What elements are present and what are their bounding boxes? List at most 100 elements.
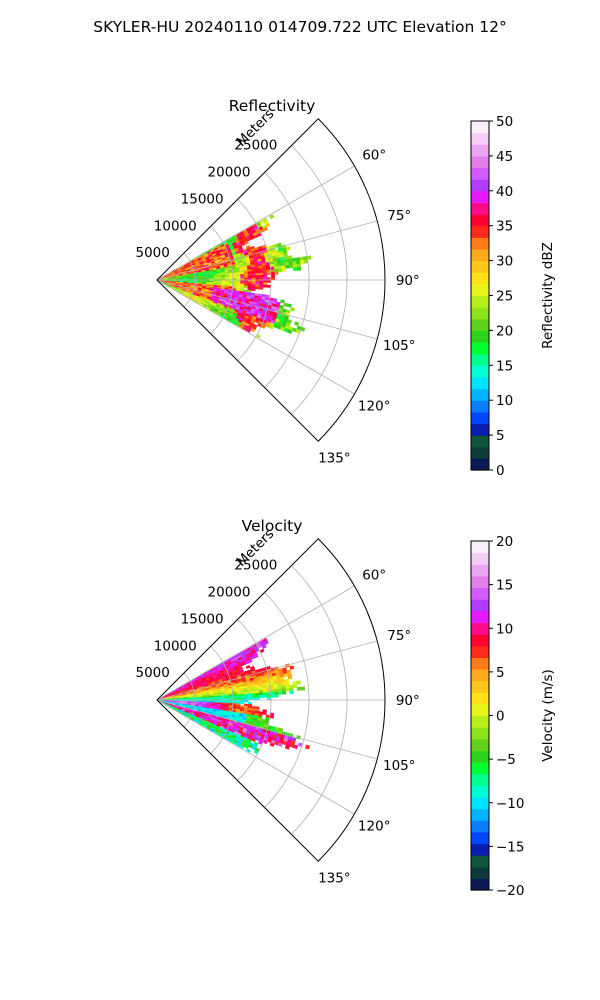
radar-cell <box>289 665 295 670</box>
azimuth-tick-label: 90° <box>396 693 420 709</box>
colorbar-swatch <box>471 843 489 856</box>
radar-cell <box>287 303 292 308</box>
azimuth-tick-label: 60° <box>362 568 386 584</box>
colorbar-label: Reflectivity dBZ <box>540 242 556 349</box>
radar-cell <box>269 214 275 220</box>
colorbar-tick-label: 0 <box>496 709 505 725</box>
radar-cell <box>263 274 268 278</box>
radar-cell <box>262 284 268 288</box>
colorbar-tick-label: 20 <box>496 534 513 550</box>
colorbar-swatch <box>471 121 489 134</box>
colorbar-swatch <box>471 167 489 180</box>
colorbar-swatch <box>471 307 489 320</box>
radar-cell <box>270 271 275 276</box>
colorbar-swatch <box>471 668 489 682</box>
colorbar-swatch <box>471 388 489 401</box>
colorbar-swatch <box>471 552 489 565</box>
radar-cell <box>294 321 300 327</box>
colorbar-swatch <box>471 400 489 413</box>
azimuth-tick-label: 60° <box>362 148 386 164</box>
colorbar-swatch <box>471 248 489 262</box>
colorbar-swatch <box>471 272 489 285</box>
range-tick-label: 5000 <box>136 245 170 261</box>
colorbar-swatch <box>471 283 489 297</box>
radar-cell <box>290 307 295 312</box>
colorbar-swatch <box>471 796 489 810</box>
colorbar-swatch <box>471 155 489 169</box>
radar-cell <box>296 263 302 268</box>
radar-cell <box>255 282 260 285</box>
colorbar-swatch <box>471 715 489 728</box>
colorbar-tick-label: 0 <box>496 463 505 479</box>
radar-cell <box>259 272 264 276</box>
colorbar-swatch <box>471 866 489 879</box>
azimuth-tick-label: 105° <box>383 758 416 774</box>
radial-gridline <box>156 640 378 701</box>
azimuth-tick-label: 135° <box>318 870 351 886</box>
radar-cell <box>251 693 256 696</box>
colorbar-swatch <box>471 831 489 845</box>
radar-cell <box>288 264 294 269</box>
colorbar-swatch <box>471 587 489 600</box>
colorbar-swatch <box>471 342 489 355</box>
azimuth-tick-label: 75° <box>387 208 411 224</box>
radar-cell <box>251 275 256 279</box>
colorbar-swatch <box>471 622 489 635</box>
colorbar-tick-label: −20 <box>496 883 525 899</box>
colorbar-swatch <box>471 773 489 786</box>
colorbar-swatch <box>471 878 489 891</box>
radar-cell <box>287 329 293 335</box>
colorbar-swatch <box>471 820 489 833</box>
radar-cell <box>263 694 268 698</box>
velocity-colorbar: −20 −15 −10 −5 0 5 10 15 20 Velocity (m/s) <box>470 534 556 899</box>
colorbar-tick-label: 10 <box>496 621 513 637</box>
range-tick-label: 25000 <box>234 138 277 154</box>
radar-cell <box>258 286 264 290</box>
range-tick-label: 10000 <box>154 638 197 654</box>
azimuth-tick-label: 75° <box>387 628 411 644</box>
radar-cell <box>268 325 274 330</box>
radial-gridline <box>156 699 355 815</box>
radar-cell <box>263 282 268 286</box>
radar-cell <box>277 742 283 747</box>
colorbar-tick-label: −5 <box>496 752 516 768</box>
radial-gridline <box>156 220 378 281</box>
radar-cell <box>263 640 270 646</box>
colorbar-swatch <box>471 214 489 227</box>
colorbar-swatch <box>471 237 489 250</box>
colorbar-tick-label: 5 <box>496 665 505 681</box>
velocity-panel: Velocity500010000150002000025000Meters60… <box>136 517 420 886</box>
radar-cell <box>255 695 260 698</box>
radial-gridline <box>156 279 378 340</box>
radar-cell <box>281 688 287 692</box>
colorbar-swatch <box>471 411 489 425</box>
colorbar-tick-label: 40 <box>496 184 513 200</box>
radar-cell <box>245 328 251 333</box>
colorbar-swatch <box>471 365 489 378</box>
radar-cell <box>278 691 283 695</box>
range-tick-label: 5000 <box>136 665 170 681</box>
radar-cell <box>269 742 275 747</box>
colorbar-swatch <box>471 190 489 204</box>
radar-cell <box>251 288 256 292</box>
colorbar-swatch <box>471 260 489 273</box>
sector-frame <box>156 538 386 862</box>
figure-suptitle: SKYLER-HU 20240110 014709.722 UTC Elevat… <box>93 18 507 36</box>
radar-cell <box>270 691 275 696</box>
azimuth-tick-label: 135° <box>318 450 351 466</box>
radar-cell <box>255 272 260 276</box>
radar-cell <box>284 744 290 750</box>
colorbar-swatch <box>471 353 489 366</box>
colorbar-tick-label: 5 <box>496 428 505 444</box>
colorbar-swatch <box>471 225 489 238</box>
radar-cell <box>277 688 283 693</box>
radar-cell <box>299 259 305 265</box>
radar-cell <box>236 276 241 279</box>
radar-cell <box>232 696 237 699</box>
colorbar-swatch <box>471 458 489 471</box>
colorbar-swatch <box>471 610 489 624</box>
range-tick-label: 15000 <box>181 611 224 627</box>
sector-frame <box>156 118 386 442</box>
radar-cell <box>232 276 237 279</box>
